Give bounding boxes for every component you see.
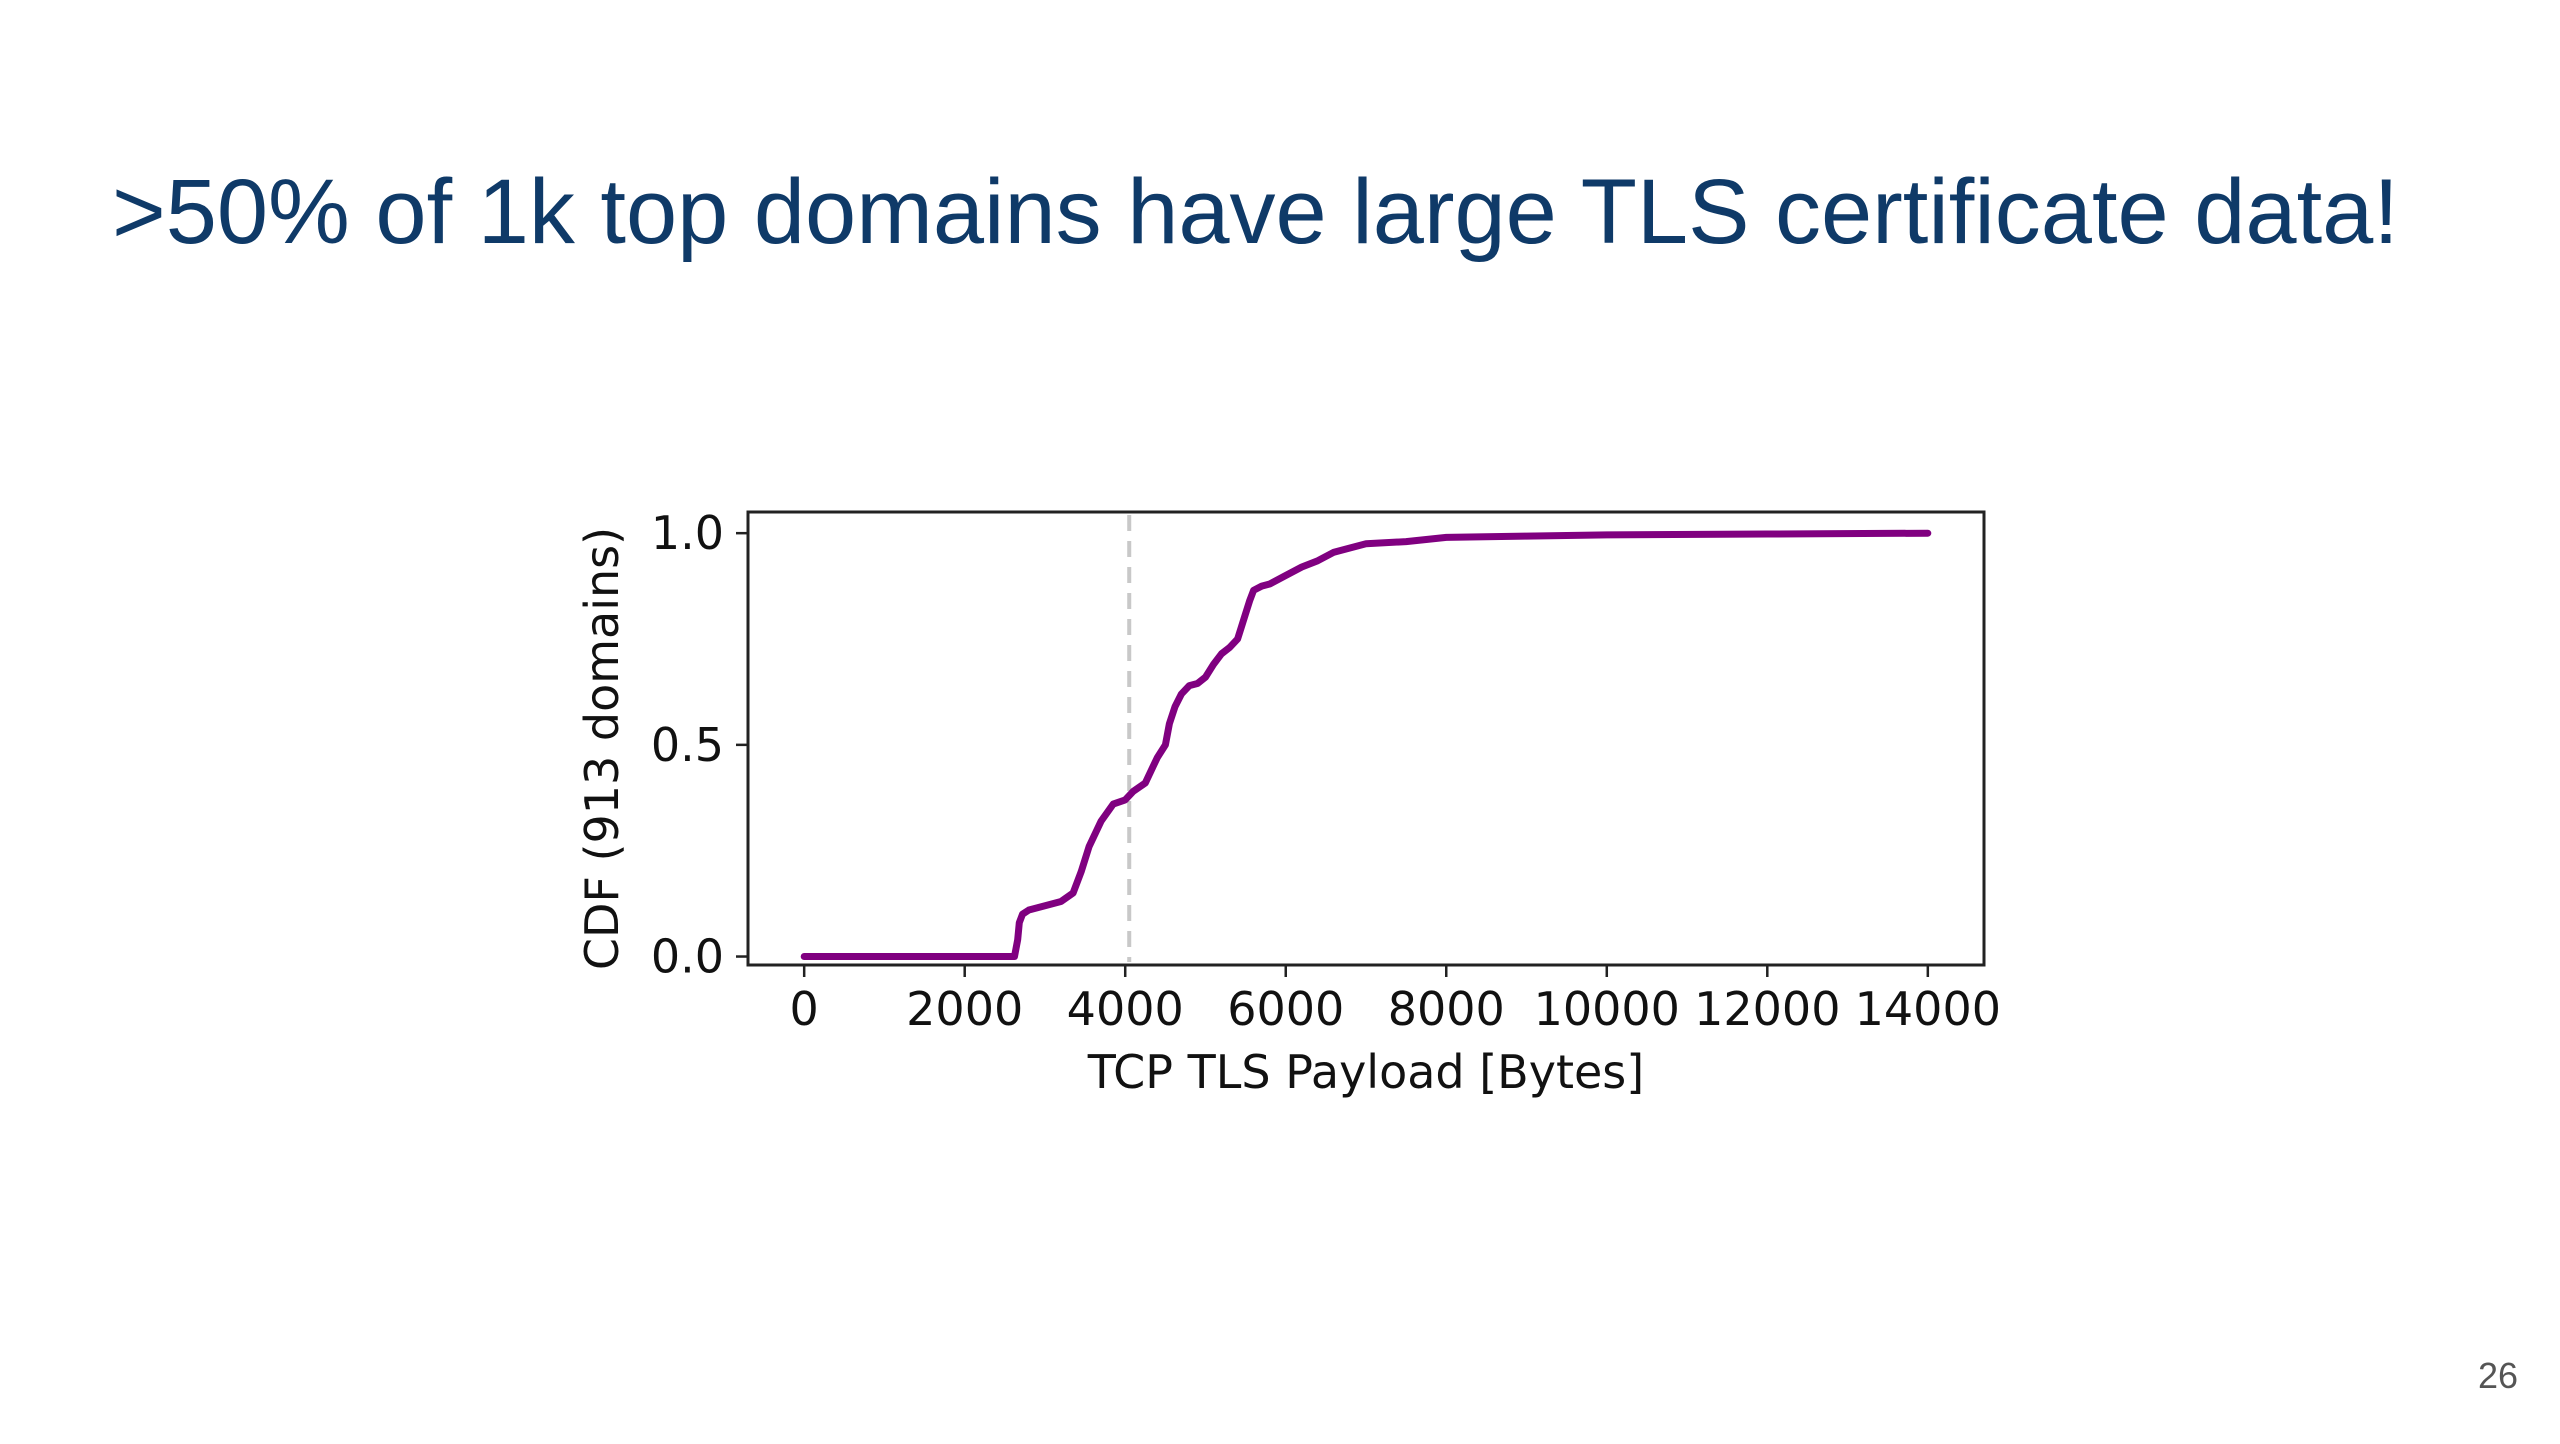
x-axis-label: TCP TLS Payload [Bytes]	[1087, 1045, 1644, 1099]
y-tick-label: 0.0	[651, 930, 724, 984]
slide-title: >50% of 1k top domains have large TLS ce…	[112, 161, 2399, 263]
x-tick-label: 14000	[1855, 982, 2001, 1036]
cdf-series-line	[800, 529, 1932, 960]
x-tick-label: 10000	[1534, 982, 1680, 1036]
x-tick-label: 2000	[906, 982, 1023, 1036]
x-tick-label: 0	[790, 982, 819, 1036]
y-axis-label: CDF (913 domains)	[575, 527, 629, 970]
x-tick-label: 12000	[1694, 982, 1840, 1036]
plot-frame	[746, 510, 1986, 967]
y-tick-label: 0.5	[651, 718, 724, 772]
x-tick-label: 4000	[1067, 982, 1184, 1036]
y-tick-label: 1.0	[651, 506, 724, 560]
page-number: 26	[2477, 1355, 2518, 1396]
x-tick-label: 6000	[1227, 982, 1344, 1036]
x-tick-label: 8000	[1388, 982, 1505, 1036]
